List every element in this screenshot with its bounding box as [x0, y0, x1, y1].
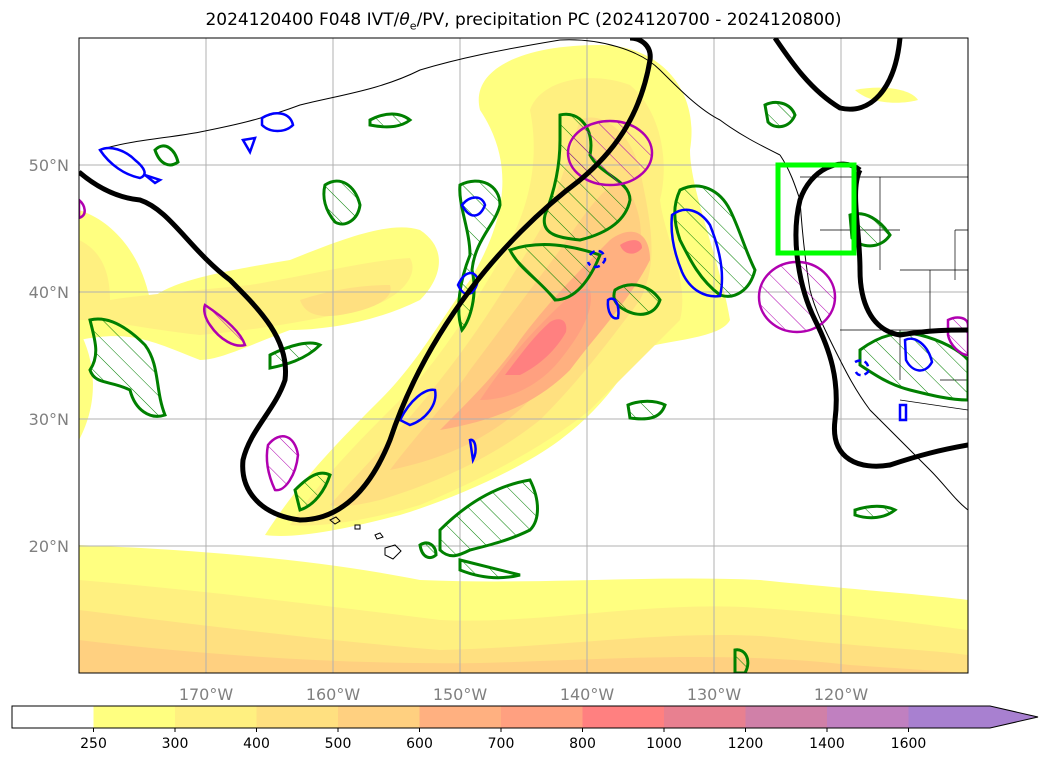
x-tick-label: 120°W [814, 685, 869, 704]
colorbar-tick-label: 400 [243, 736, 270, 752]
colorbar-tick-label: 800 [569, 736, 596, 752]
colorbar-tick-label: 300 [162, 736, 189, 752]
colorbar-segment [93, 706, 176, 728]
pv-contours-blue [98, 112, 934, 465]
colorbar-segment [501, 706, 583, 728]
colorbar-segment [256, 706, 339, 728]
x-tick-label: 170°W [179, 685, 234, 704]
y-tick-label: 40°N [29, 283, 69, 302]
ivt-plume-800 [505, 319, 567, 375]
ivt-ne-blob [855, 87, 918, 103]
colorbar-extend-arrow [989, 706, 1038, 728]
ivt-west-edge [79, 330, 93, 440]
hawaii-islands [329, 516, 402, 560]
y-tick-label: 20°N [29, 537, 69, 556]
highlight-box-region [775, 162, 857, 256]
colorbar-tick-label: 700 [488, 736, 515, 752]
x-tick-label: 130°W [687, 685, 742, 704]
alaska-coast [99, 39, 781, 156]
ivt-plume-800b [620, 240, 642, 254]
x-tick-label: 140°W [560, 685, 615, 704]
y-tick-labels: 20°N 30°N 40°N 50°N [29, 156, 69, 556]
colorbar-tick-label: 600 [406, 736, 433, 752]
colorbar-segment [419, 706, 502, 728]
colorbar-segment [12, 706, 94, 728]
colorbar-segment [908, 706, 991, 728]
x-tick-label: 150°W [433, 685, 488, 704]
colorbar-tick-label: 250 [80, 736, 107, 752]
y-tick-label: 30°N [29, 410, 69, 429]
colorbar-segment [582, 706, 665, 728]
x-tick-label: 160°W [306, 685, 361, 704]
colorbar-tick-label: 1600 [891, 736, 927, 752]
colorbar-tick-label: 1400 [809, 736, 845, 752]
map-plot-area [79, 38, 968, 673]
colorbar-tick-label: 1200 [728, 736, 764, 752]
y-tick-label: 50°N [29, 156, 69, 175]
colorbar: 250 300 400 500 600 700 800 1000 1200 1400 1600 [11, 705, 1039, 752]
colorbar-tick-label: 500 [325, 736, 352, 752]
colorbar-segment [338, 706, 420, 728]
colorbar-segment [175, 706, 257, 728]
colorbar-segment [827, 706, 909, 728]
plot-frame [78, 37, 969, 674]
ivt-west-400 [300, 285, 391, 317]
colorbar-segment [664, 706, 746, 728]
chart-title: 2024120400 F048 IVT/θe/PV, precipitation… [205, 10, 842, 33]
colorbar-tick-label: 1000 [646, 736, 682, 752]
colorbar-outline [11, 705, 1039, 729]
x-tick-labels: 170°W 160°W 150°W 140°W 130°W 120°W [179, 685, 869, 704]
colorbar-segment [745, 706, 828, 728]
